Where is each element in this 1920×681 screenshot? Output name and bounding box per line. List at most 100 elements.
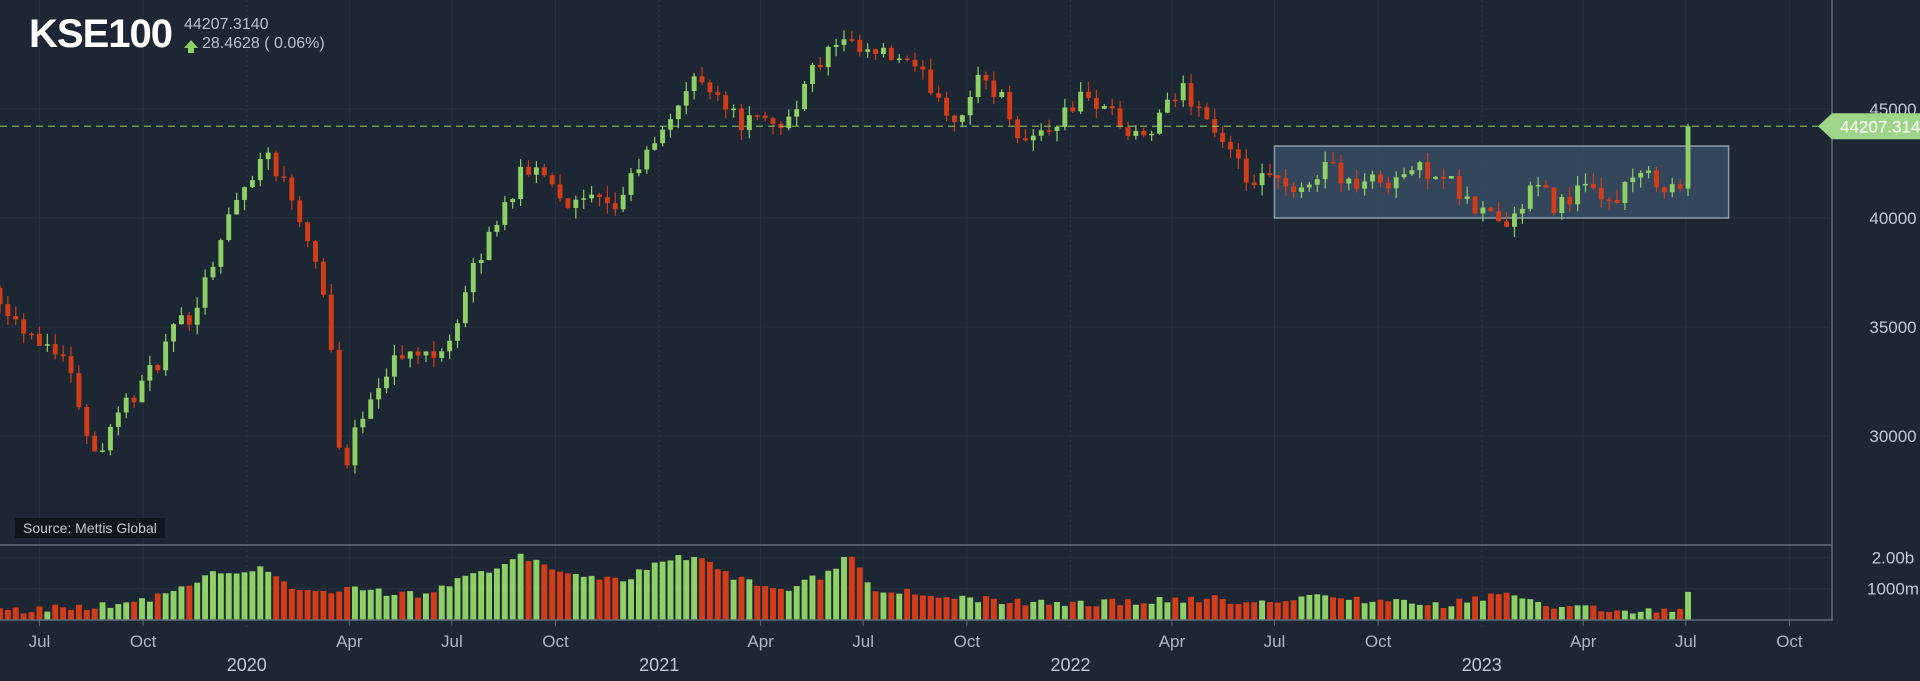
volume-bar (1046, 604, 1053, 620)
candle-body (1385, 182, 1391, 189)
candle-body (376, 388, 382, 400)
volume-bar (509, 559, 516, 620)
candle-body (1022, 138, 1028, 141)
volume-bar (1077, 600, 1084, 620)
candlestick-series (0, 30, 1691, 474)
candle-body (1646, 170, 1652, 173)
candle-body (1583, 183, 1588, 186)
volume-bar (896, 593, 903, 620)
candle-body (746, 115, 752, 131)
volume-bar (572, 574, 579, 620)
candle-body (0, 287, 3, 305)
volume-bar (352, 586, 358, 620)
candle-body (1133, 130, 1139, 136)
volume-bar (1164, 602, 1171, 620)
volume-bar (770, 588, 776, 620)
candle-body (881, 47, 886, 54)
candle-body (21, 319, 27, 334)
volume-bar (1401, 599, 1407, 620)
x-tick-label: Apr (747, 632, 774, 651)
candle-body (739, 108, 744, 131)
candle-body (675, 105, 681, 120)
candle-body (1614, 199, 1620, 204)
volume-bar (131, 601, 138, 620)
volume-bar (1385, 601, 1392, 620)
x-tick-label: Apr (336, 632, 363, 651)
year-label: 2022 (1050, 655, 1090, 675)
candle-body (13, 316, 19, 320)
volume-bar (596, 579, 603, 620)
volume-bar (904, 588, 911, 620)
volume-bar (170, 591, 177, 620)
candle-body (1654, 170, 1659, 188)
candle-body (147, 365, 153, 381)
candle-body (29, 333, 34, 336)
volume-bar (1361, 603, 1368, 620)
volume-bar (888, 592, 895, 620)
candle-body (92, 435, 98, 452)
volume-bar (304, 590, 311, 620)
candle-body (928, 69, 934, 94)
volume-bar (856, 567, 863, 620)
candle-body (1346, 178, 1352, 184)
candle-body (959, 115, 965, 122)
candle-body (1109, 106, 1115, 109)
volume-bar (651, 562, 658, 620)
candle-body (1519, 208, 1525, 214)
volume-bar (1148, 603, 1155, 620)
candle-body (1464, 196, 1470, 199)
candle-body (951, 115, 957, 122)
arrow-up-icon (183, 40, 198, 53)
candle-body (273, 152, 279, 177)
volume-bar (983, 596, 989, 620)
candle-body (1393, 177, 1399, 189)
volume-bar (1093, 606, 1100, 620)
candle-body (1661, 187, 1667, 193)
volume-bar (919, 595, 926, 620)
volume-bar (557, 571, 563, 620)
volume-bar (1416, 604, 1423, 620)
candle-body (1638, 172, 1644, 178)
candle-body (1377, 174, 1383, 183)
candle-body (76, 373, 82, 408)
candle-body (1070, 107, 1076, 112)
candle-body (281, 176, 287, 178)
candle-body (691, 76, 697, 92)
volume-bar (1495, 594, 1502, 620)
volume-bar (1456, 598, 1463, 620)
volume-bar (186, 585, 193, 620)
candle-body (896, 58, 902, 61)
volume-bar (1535, 601, 1542, 620)
candle-body (541, 167, 547, 176)
volume-bar (620, 581, 627, 620)
candle-body (1590, 183, 1596, 189)
candle-body (1251, 182, 1257, 186)
volume-bar (998, 604, 1005, 620)
y-tick-label: 35000 (1869, 318, 1916, 337)
candle-body (754, 115, 760, 117)
candle-body (1141, 130, 1147, 136)
volume-bar (635, 569, 642, 620)
volume-bar (1338, 598, 1344, 620)
volume-bar (1432, 602, 1439, 620)
candle-body (652, 143, 658, 150)
volume-bar (1621, 610, 1628, 620)
volume-bar (1606, 611, 1613, 620)
candle-body (1204, 107, 1210, 120)
volume-bar (462, 575, 469, 620)
volume-bar (864, 582, 871, 620)
candle-body (407, 351, 413, 359)
volume-bar (1566, 606, 1573, 620)
volume-bar (722, 571, 729, 620)
volume-bar (754, 585, 761, 620)
candle-body (604, 197, 610, 204)
candle-body (1496, 211, 1502, 222)
volume-bar (699, 558, 705, 620)
volume-bar (1598, 611, 1605, 620)
candle-body (888, 47, 894, 61)
candle-body (44, 344, 50, 346)
volume-bar (265, 571, 272, 620)
volume-bar (344, 586, 351, 620)
candle-body (1433, 176, 1439, 179)
